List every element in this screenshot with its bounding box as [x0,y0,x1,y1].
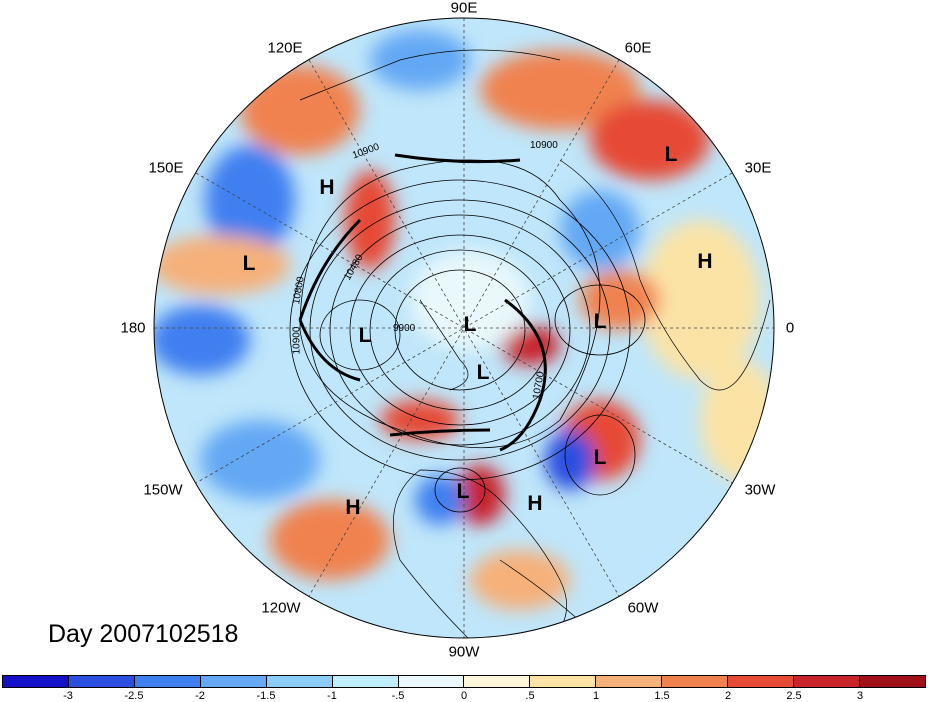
lon-label-60w: 60W [627,599,659,617]
colorbar-segment [464,676,531,687]
colorbar [2,675,926,688]
pressure-center-low: L [456,480,470,503]
colorbar-tick-label: 1.5 [654,690,670,702]
pressure-center-high: H [527,492,543,515]
lon-label-30e: 30E [744,159,772,177]
colorbar-tick-label: 0 [460,690,468,702]
colorbar-tick-label: 2.5 [786,690,802,702]
colorbar-segment [332,676,399,687]
lon-label-90w: 90W [448,643,480,661]
pressure-center-high: H [319,176,335,199]
colorbar-tick-label: -.5 [391,690,405,702]
lon-label-150w: 150W [143,481,183,499]
pressure-center-low: L [463,313,477,336]
colorbar-segment [134,676,201,687]
pressure-center-low: L [664,143,678,166]
colorbar-segment [728,676,795,687]
day-label: Day 2007102518 [48,620,239,648]
contour-label: 10900 [291,326,303,355]
colorbar-segment [530,676,597,687]
lon-label-0: 0 [785,319,795,337]
colorbar-segment [200,676,267,687]
pressure-center-high: H [697,250,713,273]
colorbar-tick-label: -2.5 [124,690,144,702]
colorbar-tick-label: 2 [724,690,732,702]
lon-label-150e: 150E [148,159,184,177]
contour-label: 9900 [393,323,416,334]
pressure-center-low: L [358,324,372,347]
colorbar-segment [794,676,860,687]
pressure-center-high: H [345,496,361,519]
colorbar-segment [398,676,465,687]
colorbar-tick-label: -2 [195,690,205,702]
colorbar-tick-label: 1 [592,690,600,702]
polar-map [153,17,775,639]
colorbar-tick-label: -1.5 [256,690,276,702]
colorbar-segment [68,676,135,687]
colorbar-segment [3,676,69,687]
lon-label-60e: 60E [624,39,652,57]
graticule [154,18,774,638]
contour-label: 10900 [530,140,558,151]
colorbar-tick-label: 3 [856,690,864,702]
colorbar-tick-label: -3 [63,690,73,702]
colorbar-segment [596,676,663,687]
lon-label-120e: 120E [267,39,303,57]
pressure-center-low: L [593,310,607,333]
map-boundary [153,17,775,639]
pressure-center-low: L [593,446,607,469]
colorbar-segment [662,676,729,687]
colorbar-tick-label: -1 [327,690,337,702]
lon-label-30w: 30W [744,481,776,499]
lon-label-180: 180 [120,319,146,337]
height-contours [289,153,646,513]
lon-label-120w: 120W [261,599,301,617]
anomaly-field [154,18,774,638]
colorbar-tick-label: .5 [525,690,535,702]
pressure-center-low: L [242,252,256,275]
pressure-center-low: L [476,361,490,384]
colorbar-segment [266,676,333,687]
lon-label-90e: 90E [450,0,478,17]
colorbar-segment [859,676,925,687]
